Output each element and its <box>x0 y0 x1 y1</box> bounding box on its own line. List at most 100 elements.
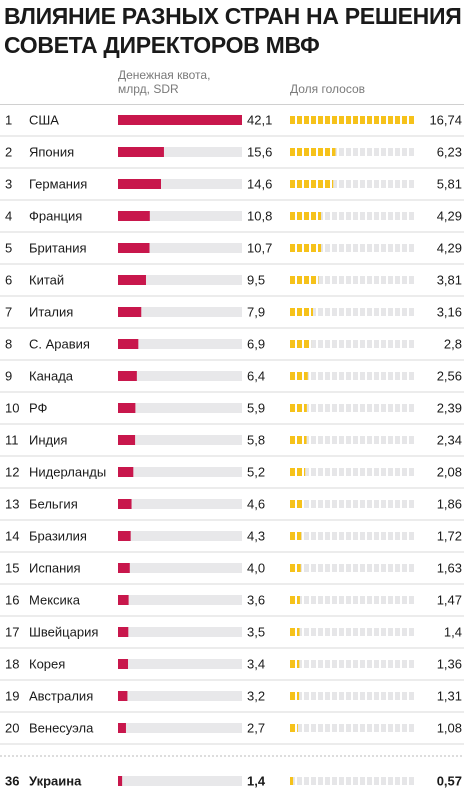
votes-seg-1-2 <box>304 148 309 156</box>
quota-track-5 <box>118 275 242 285</box>
votes-seg-bg-13-3 <box>311 532 316 540</box>
quota-bar-12 <box>118 499 132 509</box>
votes-seg-bg-5-15 <box>395 276 400 284</box>
votes-seg-bg-17-2 <box>304 660 309 668</box>
votes-seg-bg-1-10 <box>360 148 365 156</box>
votes-seg-1-4 <box>318 148 323 156</box>
votes-seg-bg-2-15 <box>395 180 400 188</box>
votes-seg-bg-14-4 <box>318 564 323 572</box>
quota-track-17 <box>118 659 242 669</box>
votes-seg-0-3 <box>311 116 316 124</box>
votes-seg-bg-16-9 <box>353 628 358 636</box>
votes-seg-4-3 <box>311 244 316 252</box>
quota-bar-highlight <box>118 776 123 786</box>
votes-seg-bg-14-15 <box>395 564 400 572</box>
votes-seg-5-1 <box>297 276 302 284</box>
rank-label-8: 9 <box>5 369 12 384</box>
votes-seg-bg-1-12 <box>374 148 379 156</box>
rank-label-5: 6 <box>5 273 12 288</box>
votes-seg-1-1 <box>297 148 302 156</box>
votes-seg-bg-11-2 <box>304 468 309 476</box>
quota-value-8: 6,4 <box>247 369 265 384</box>
votes-seg-17-1 <box>297 660 300 668</box>
votes-seg-bg-9-12 <box>374 404 379 412</box>
votes-value-18: 1,31 <box>437 689 462 704</box>
votes-seg-bg-18-17 <box>409 692 414 700</box>
title-line-1: Влияние разных стран на решения <box>4 3 462 29</box>
votes-seg-bg-5-7 <box>339 276 344 284</box>
votes-seg-bg-6-4 <box>318 308 323 316</box>
votes-seg-5-3 <box>311 276 316 284</box>
votes-seg-7-0 <box>290 340 295 348</box>
votes-seg-bg-10-8 <box>346 436 351 444</box>
votes-seg-bg-11-3 <box>311 468 316 476</box>
votes-seg-4-2 <box>304 244 309 252</box>
votes-seg-bg-6-7 <box>339 308 344 316</box>
votes-seg-bg-11-13 <box>381 468 386 476</box>
votes-seg-bg-highlight-5 <box>325 777 330 785</box>
rank-label-6: 7 <box>5 305 12 320</box>
votes-seg-bg-9-6 <box>332 404 337 412</box>
votes-seg-bg-14-3 <box>311 564 316 572</box>
votes-seg-19-1 <box>297 724 298 732</box>
votes-seg-bg-3-8 <box>346 212 351 220</box>
votes-seg-3-2 <box>304 212 309 220</box>
votes-seg-bg-1-16 <box>402 148 407 156</box>
votes-seg-bg-17-1 <box>297 660 302 668</box>
votes-seg-bg-11-9 <box>353 468 358 476</box>
quota-track-2 <box>118 179 242 189</box>
quota-track-18 <box>118 691 242 701</box>
votes-seg-bg-highlight-14 <box>388 777 393 785</box>
votes-seg-bg-9-8 <box>346 404 351 412</box>
votes-seg-bg-15-2 <box>304 596 309 604</box>
votes-seg-bg-highlight-4 <box>318 777 323 785</box>
votes-seg-13-0 <box>290 532 295 540</box>
votes-value-2: 5,81 <box>437 177 462 192</box>
country-label-4: Британия <box>29 241 87 256</box>
votes-seg-bg-7-9 <box>353 340 358 348</box>
votes-seg-bg-10-13 <box>381 436 386 444</box>
votes-seg-9-0 <box>290 404 295 412</box>
quota-bar-14 <box>118 563 130 573</box>
votes-seg-bg-2-10 <box>360 180 365 188</box>
votes-value-8: 2,56 <box>437 369 462 384</box>
votes-seg-bg-10-7 <box>339 436 344 444</box>
votes-seg-highlight-0 <box>290 777 294 785</box>
quota-bar-5 <box>118 275 146 285</box>
votes-seg-10-2 <box>304 436 307 444</box>
votes-value-11: 2,08 <box>437 465 462 480</box>
votes-seg-bg-15-16 <box>402 596 407 604</box>
quota-track-13 <box>118 531 242 541</box>
votes-seg-0-0 <box>290 116 295 124</box>
votes-seg-bg-13-12 <box>374 532 379 540</box>
votes-seg-14-0 <box>290 564 295 572</box>
votes-seg-bg-17-17 <box>409 660 414 668</box>
quota-value-2: 14,6 <box>247 177 272 192</box>
votes-seg-bg-3-16 <box>402 212 407 220</box>
votes-seg-bg-13-2 <box>304 532 309 540</box>
votes-seg-bg-14-13 <box>381 564 386 572</box>
votes-value-5: 3,81 <box>437 273 462 288</box>
votes-seg-12-1 <box>297 500 302 508</box>
votes-seg-14-1 <box>297 564 301 572</box>
quota-value-highlight: 1,4 <box>247 774 266 789</box>
votes-seg-0-15 <box>395 116 400 124</box>
votes-seg-2-4 <box>318 180 323 188</box>
votes-seg-bg-7-17 <box>409 340 414 348</box>
votes-seg-4-1 <box>297 244 302 252</box>
quota-value-0: 42,1 <box>247 113 272 128</box>
votes-seg-bg-4-12 <box>374 244 379 252</box>
votes-value-1: 6,23 <box>437 145 462 160</box>
votes-seg-bg-2-12 <box>374 180 379 188</box>
quota-bar-9 <box>118 403 136 413</box>
votes-seg-bg-10-12 <box>374 436 379 444</box>
rank-label-9: 10 <box>5 401 19 416</box>
votes-seg-bg-highlight-15 <box>395 777 400 785</box>
quota-bar-11 <box>118 467 134 477</box>
votes-seg-10-1 <box>297 436 302 444</box>
quota-value-10: 5,8 <box>247 433 265 448</box>
votes-seg-bg-12-2 <box>304 500 309 508</box>
country-label-19: Венесуэла <box>29 721 94 736</box>
votes-seg-bg-7-6 <box>332 340 337 348</box>
votes-seg-bg-highlight-3 <box>311 777 316 785</box>
